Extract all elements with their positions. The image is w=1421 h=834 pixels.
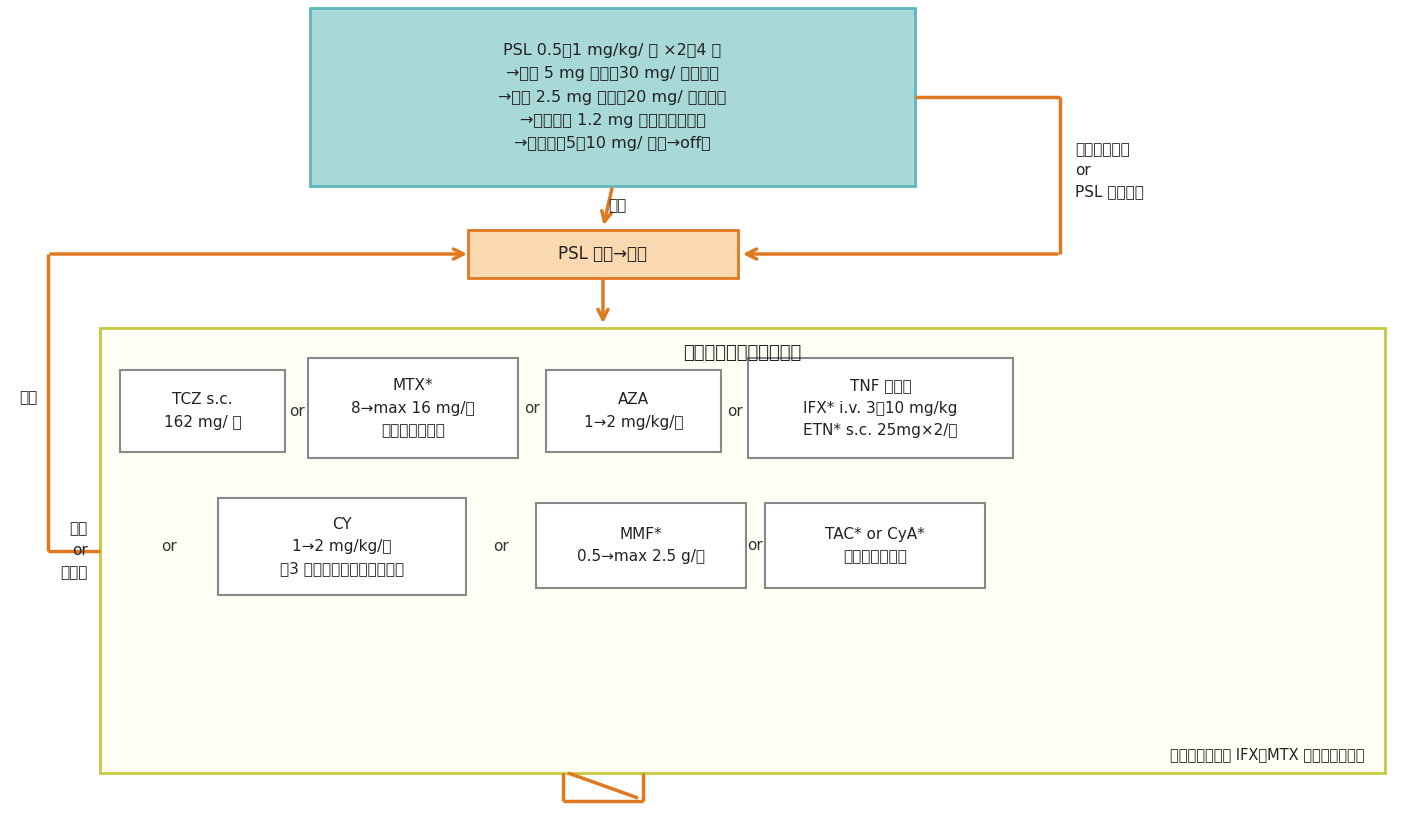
Text: 寛解導入困難
or
PSL 減量困難: 寛解導入困難 or PSL 減量困難 <box>1076 142 1144 199</box>
Text: PSL 増量→漸減: PSL 増量→漸減 <box>558 245 648 263</box>
Text: TCZ s.c.
162 mg/ 週: TCZ s.c. 162 mg/ 週 <box>163 393 242 430</box>
Text: or: or <box>524 400 540 415</box>
Text: TAC* or CyA*
血中濃度で調節: TAC* or CyA* 血中濃度で調節 <box>826 527 925 564</box>
Text: 再燃: 再燃 <box>608 198 627 214</box>
Bar <box>468 230 737 278</box>
Text: PSL 0.5〜1 mg/kg/ 日 ×2〜4 週
→毎週 5 mg 減量（30 mg/ 日まで）
→毎週 2.5 mg 減量（20 mg/ 日まで）
→月当た: PSL 0.5〜1 mg/kg/ 日 ×2〜4 週 →毎週 5 mg 減量（30… <box>499 43 726 151</box>
Bar <box>546 370 720 452</box>
Text: （このなかでも IFX＋MTX などの併用可）: （このなかでも IFX＋MTX などの併用可） <box>1171 747 1366 762</box>
Bar <box>119 370 286 452</box>
Text: 再燃: 再燃 <box>20 389 38 404</box>
Bar <box>310 8 915 186</box>
Text: or: or <box>161 539 176 554</box>
Text: or: or <box>493 539 509 554</box>
Text: いずれかをＰＳＬと併用: いずれかをＰＳＬと併用 <box>684 344 801 362</box>
Bar <box>536 503 746 588</box>
Text: or: or <box>747 538 763 553</box>
Text: AZA
1→2 mg/kg/日: AZA 1→2 mg/kg/日 <box>584 393 684 430</box>
Text: 無効
or
副作用: 無効 or 副作用 <box>61 520 88 580</box>
Text: or: or <box>288 404 304 419</box>
Text: or: or <box>726 404 742 419</box>
Bar <box>217 498 466 595</box>
Text: MMF*
0.5→max 2.5 g/日: MMF* 0.5→max 2.5 g/日 <box>577 527 705 564</box>
Text: TNF 阻害薬
IFX* i.v. 3〜10 mg/kg
ETN* s.c. 25mg×2/週: TNF 阻害薬 IFX* i.v. 3〜10 mg/kg ETN* s.c. 2… <box>803 379 958 438</box>
Bar <box>99 328 1385 773</box>
Text: MTX*
8→max 16 mg/週
（葉酸を併用）: MTX* 8→max 16 mg/週 （葉酸を併用） <box>351 379 475 438</box>
Text: CY
1→2 mg/kg/日
（3 カ月で他剤に切り替え）: CY 1→2 mg/kg/日 （3 カ月で他剤に切り替え） <box>280 517 404 576</box>
Bar <box>764 503 985 588</box>
Bar <box>308 358 519 458</box>
Bar <box>747 358 1013 458</box>
